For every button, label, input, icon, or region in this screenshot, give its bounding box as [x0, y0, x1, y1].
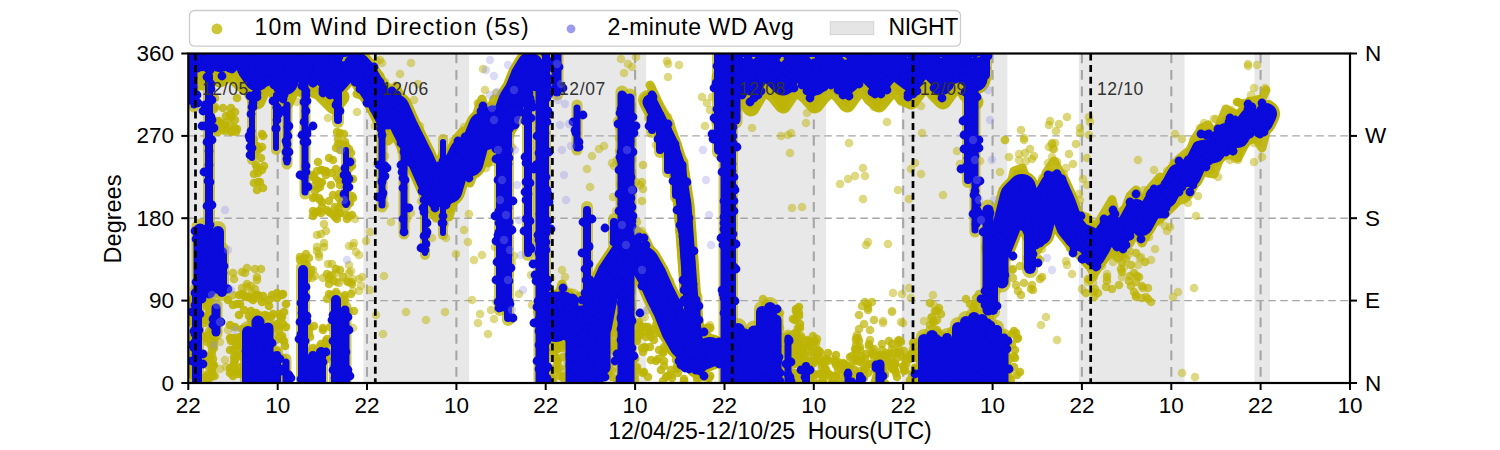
svg-text:22: 22: [176, 393, 201, 418]
svg-text:22: 22: [891, 393, 916, 418]
svg-text:S: S: [1365, 206, 1380, 231]
svg-text:22: 22: [1069, 393, 1094, 418]
svg-text:10: 10: [444, 393, 469, 418]
svg-text:12/04/25-12/10/25 Hours(UTC): 12/04/25-12/10/25 Hours(UTC): [608, 418, 931, 444]
svg-text:10: 10: [265, 393, 290, 418]
svg-text:270: 270: [136, 123, 174, 148]
svg-text:Degrees: Degrees: [100, 175, 126, 264]
svg-text:0: 0: [161, 371, 174, 396]
svg-text:10: 10: [1337, 393, 1362, 418]
svg-text:180: 180: [136, 206, 174, 231]
svg-text:N: N: [1365, 371, 1381, 396]
svg-text:22: 22: [354, 393, 379, 418]
svg-text:90: 90: [149, 288, 174, 313]
svg-text:12/05: 12/05: [202, 79, 249, 99]
svg-text:10: 10: [980, 393, 1005, 418]
svg-text:10: 10: [623, 393, 648, 418]
svg-text:E: E: [1365, 288, 1380, 313]
svg-text:12/09: 12/09: [920, 79, 967, 99]
svg-text:NIGHT: NIGHT: [889, 14, 959, 40]
svg-text:12/06: 12/06: [382, 79, 429, 99]
svg-text:12/10: 12/10: [1097, 79, 1144, 99]
svg-text:W: W: [1365, 123, 1387, 148]
svg-text:10: 10: [1159, 393, 1184, 418]
svg-text:N: N: [1365, 41, 1381, 66]
svg-text:12/08: 12/08: [739, 79, 786, 99]
svg-text:12/07: 12/07: [559, 79, 606, 99]
svg-text:22: 22: [712, 393, 737, 418]
svg-text:360: 360: [136, 41, 174, 66]
svg-text:10: 10: [801, 393, 826, 418]
svg-text:22: 22: [1248, 393, 1273, 418]
svg-text:10m Wind Direction (5s): 10m Wind Direction (5s): [255, 14, 530, 40]
svg-text:2-minute WD Avg: 2-minute WD Avg: [608, 14, 795, 40]
svg-text:22: 22: [533, 393, 558, 418]
